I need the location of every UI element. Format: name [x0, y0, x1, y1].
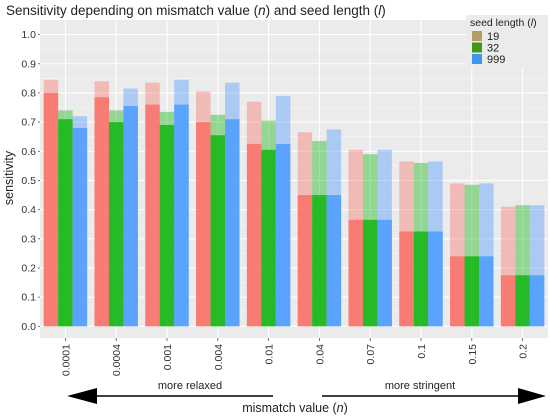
legend-label-32: 32: [487, 43, 499, 55]
y-tick-label: 0.8: [21, 87, 36, 99]
left-arrow: [67, 388, 273, 404]
x-tick-label: 0.15: [467, 344, 479, 365]
bar-19-0.07: [348, 219, 363, 327]
x-tick-label: 0.1: [416, 344, 428, 359]
text-part: l: [378, 3, 382, 18]
bar-999-0.01: [275, 143, 291, 327]
legend-swatch-32: [472, 42, 482, 53]
text-part: n: [337, 401, 344, 415]
x-axis-title: mismatch value (n): [242, 401, 348, 415]
text-part: l: [531, 17, 534, 29]
y-tick-label: 0.3: [21, 233, 36, 245]
text-part: ): [381, 3, 386, 18]
legend-label-19: 19: [487, 31, 499, 43]
y-tick-label: 0.1: [21, 292, 36, 304]
bar-999-0.001: [174, 104, 189, 327]
bar-999-0.0001: [72, 127, 88, 327]
text-part: mismatch value (: [242, 401, 337, 415]
bar-999-0.0004: [123, 106, 138, 327]
bar-32-0.07: [362, 219, 378, 327]
legend-swatch-19: [472, 31, 482, 41]
bar-32-0.01: [261, 149, 276, 327]
x-tick-label: 0.2: [518, 344, 530, 359]
y-tick-label: 1.0: [21, 29, 36, 41]
bar-19-0.001: [145, 104, 160, 327]
text-part: seed length (: [470, 17, 531, 29]
x-tick-label: 0.001: [162, 344, 174, 370]
text-part: ): [533, 17, 537, 29]
x-tick-label: 0.004: [213, 344, 225, 370]
legend-swatch-999: [472, 54, 482, 64]
x-tick-label: 0.0001: [60, 344, 72, 376]
more-stringent-label: more stringent: [385, 380, 455, 392]
bar-19-0.004: [196, 122, 211, 327]
bar-32-0.1: [413, 231, 429, 327]
x-tick-label: 0.01: [264, 344, 276, 365]
bar-19-0.2: [500, 275, 516, 327]
x-tick-label: 0.07: [365, 344, 377, 365]
bar-32-0.004: [210, 135, 226, 327]
bar-group: [43, 79, 545, 327]
x-tick-label: 0.04: [314, 344, 326, 365]
bar-32-0.001: [159, 125, 175, 327]
y-tick-label: 0.2: [21, 262, 36, 274]
right-arrowhead: [518, 388, 546, 404]
x-tick-label: 0.0004: [111, 344, 123, 376]
text-part: ): [344, 401, 348, 415]
legend-label-999: 999: [487, 54, 505, 66]
y-tick-label: 0.4: [21, 204, 36, 216]
text-part: Sensitivity depending on mismatch value …: [6, 3, 259, 18]
x-axis-ticks: 0.0001 0.0004 0.001 0.004 0.01 0.04 0.07 0.1 0.1…: [60, 338, 530, 376]
bar-19-0.1: [399, 231, 414, 327]
bar-999-0.15: [479, 256, 494, 327]
right-arrow: [322, 388, 546, 404]
bar-19-0.04: [297, 195, 313, 327]
bar-32-0.15: [464, 256, 480, 327]
bar-999-0.004: [225, 119, 240, 327]
text-part: n: [258, 3, 266, 18]
y-tick-label: 0.5: [21, 175, 36, 187]
bar-999-0.04: [326, 195, 342, 327]
y-tick-label: 0.6: [21, 146, 36, 158]
y-axis-ticks: 0.0 0.1 0.2 0.3 0.4 0.5 0.6 0.7 0.8 0.9 1.0: [21, 29, 40, 333]
y-tick-label: 0.0: [21, 321, 36, 333]
bar-999-0.1: [428, 231, 443, 327]
bar-19-0.0004: [94, 97, 109, 327]
y-tick-label: 0.9: [21, 58, 36, 70]
y-tick-label: 0.7: [21, 117, 36, 129]
more-relaxed-label: more relaxed: [158, 380, 222, 392]
bar-19-0.01: [246, 143, 262, 327]
bar-32-0.0004: [108, 122, 124, 327]
y-axis-title: sensitivity: [2, 150, 16, 205]
chart-title: Sensitivity depending on mismatch value …: [6, 3, 386, 18]
text-part: ) and seed length (: [266, 3, 379, 18]
bar-19-0.0001: [43, 92, 59, 327]
bar-32-0.0001: [58, 119, 73, 327]
bar-19-0.15: [450, 256, 465, 327]
bar-32-0.04: [312, 195, 327, 327]
bar-999-0.07: [377, 219, 392, 327]
left-arrowhead: [67, 388, 97, 404]
bar-32-0.2: [515, 275, 530, 327]
bar-999-0.2: [529, 275, 545, 327]
legend-title: seed length (l): [470, 17, 537, 29]
